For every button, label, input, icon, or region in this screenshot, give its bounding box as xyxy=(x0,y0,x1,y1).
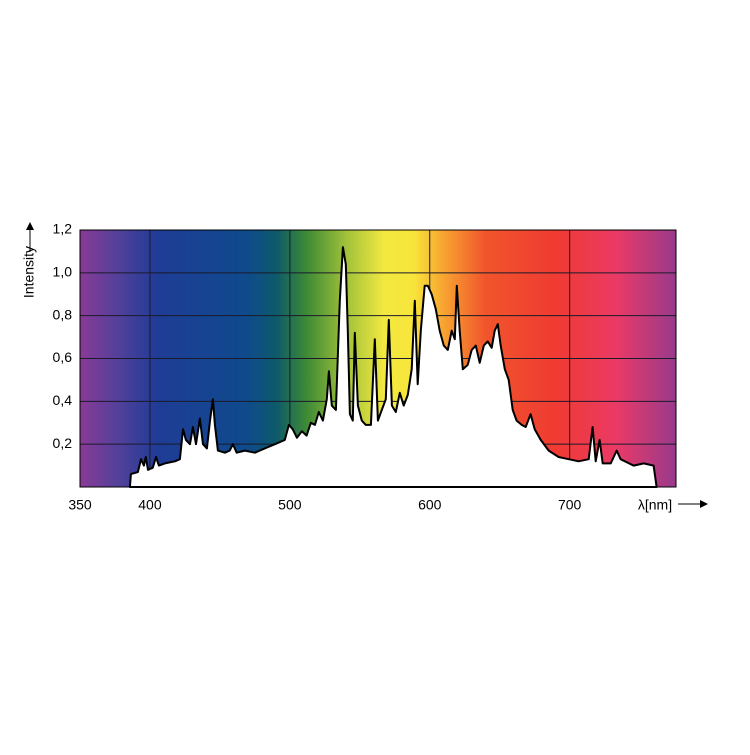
x-axis-label: λ[nm] xyxy=(638,497,672,513)
x-axis-arrowhead xyxy=(700,500,708,508)
x-tick-label: 350 xyxy=(68,497,92,513)
y-tick-label: 1,0 xyxy=(53,264,73,280)
y-tick-label: 0,8 xyxy=(53,306,73,322)
spectrum-area xyxy=(128,246,658,488)
x-tick-label: 600 xyxy=(418,497,442,513)
y-tick-label: 0,6 xyxy=(53,349,73,365)
x-tick-label: 700 xyxy=(558,497,582,513)
y-tick-label: 0,2 xyxy=(53,435,73,451)
plot-frame xyxy=(79,229,677,488)
y-tick-label: 0,4 xyxy=(53,392,73,408)
y-axis-arrowhead xyxy=(26,222,34,230)
x-tick-label: 500 xyxy=(278,497,302,513)
y-axis-label: Intensity xyxy=(21,246,37,298)
y-tick-label: 1,2 xyxy=(53,221,73,237)
x-tick-label: 400 xyxy=(138,497,162,513)
